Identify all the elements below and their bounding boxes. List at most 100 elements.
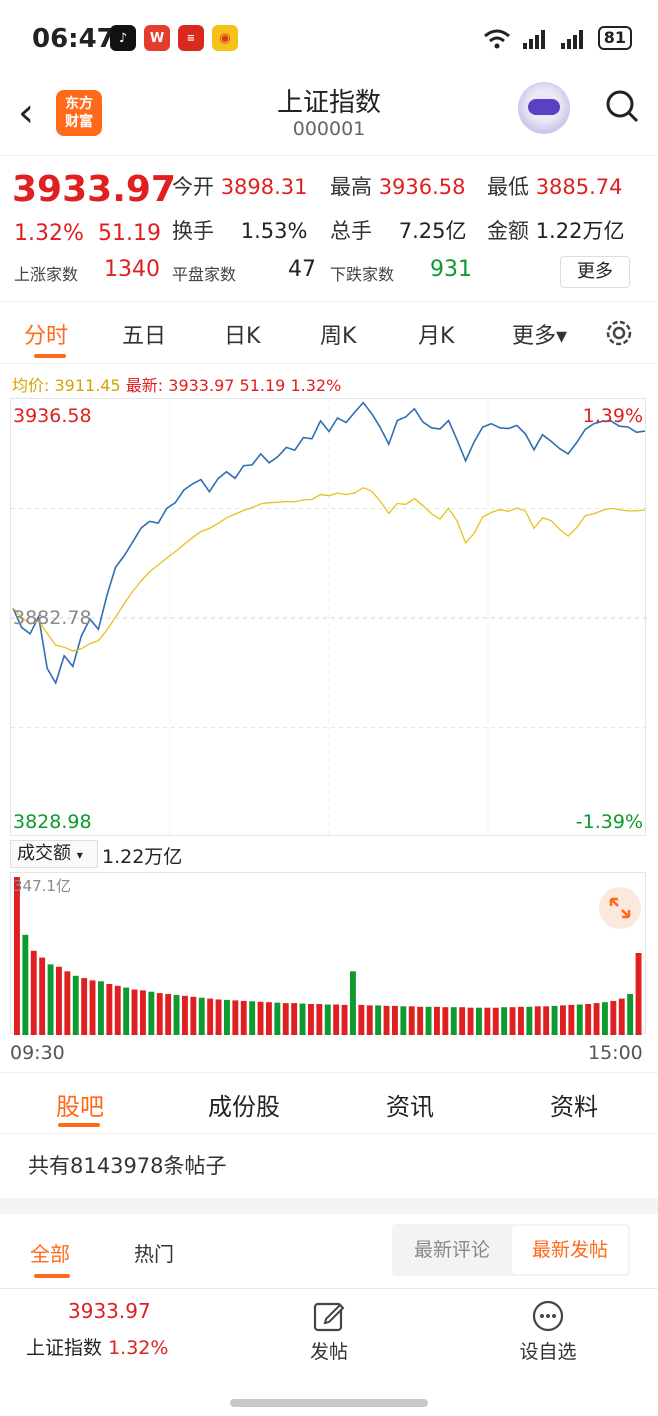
volume-bar [72,975,79,1035]
tab-daily-k[interactable]: 日K [224,324,261,349]
bottom-index-name: 上证指数 [26,1337,103,1359]
news-icon: ≡ [178,25,204,51]
filter-hot[interactable]: 热门 [134,1242,174,1266]
sort-toggle: 最新评论 最新发帖 [392,1224,630,1276]
bottom-index-pct: 1.32% [108,1337,169,1359]
low-label: 最低 [487,175,529,199]
volume-bar [140,990,146,1035]
tab-five-day[interactable]: 五日 [122,324,167,349]
content-tab-indicator [58,1123,100,1127]
volume-bar [39,957,46,1035]
turnover-label: 换手 [172,219,214,243]
flat-count-value: 47 [288,257,316,282]
gear-icon[interactable] [603,317,635,349]
volume-bar [618,998,625,1035]
volume-bar [627,994,634,1035]
wifi-icon [483,29,510,49]
volume-bar [459,1007,466,1035]
volume-bar [14,877,20,1035]
signal-icon [522,30,545,49]
down-count-value: 931 [430,257,472,282]
tab-profile[interactable]: 资料 [550,1093,598,1121]
volume-bar [375,1005,382,1035]
add-watchlist-button[interactable]: 设自选 [498,1299,598,1364]
axis-bottom-right: -1.39% [575,811,643,833]
volume-bar [182,995,188,1035]
volume-bar [316,1004,323,1035]
tab-intraday[interactable]: 分时 [24,324,69,349]
nav-header: ‹ 东方 财富 上证指数 000001 [0,78,658,156]
tab-more[interactable]: 更多▾ [512,324,568,349]
high-value: 3936.58 [378,175,466,199]
avg-value: 3911.45 [54,376,121,395]
search-icon[interactable] [604,88,640,124]
flat-count-label: 平盘家数 [172,265,237,284]
content-tabs: 股吧 成份股 资讯 资料 [0,1072,658,1134]
current-price: 3933.97 [12,169,176,210]
sort-latest-comment[interactable]: 最新评论 [413,1239,490,1261]
filter-all[interactable]: 全部 [30,1242,70,1266]
robot-assistant-icon[interactable] [518,82,570,134]
volume-bar [224,999,230,1035]
volume-bar [207,998,214,1035]
eastmoney-logo[interactable]: 东方 财富 [56,90,102,136]
volume-type-dropdown[interactable]: 成交额 ▾ [10,840,98,868]
tab-news[interactable]: 资讯 [386,1093,434,1121]
volume-bar [249,1001,256,1035]
turnover-field: 换手 1.53% [172,215,307,245]
volume-bar [585,1004,592,1035]
volume-chart[interactable]: 347.1亿 [10,872,646,1035]
latest-change: 51.19 [239,376,286,395]
volume-bar [114,985,121,1035]
open-field: 今开 3898.31 [172,171,308,201]
open-value: 3898.31 [220,175,308,199]
volume-bar [324,1004,331,1035]
axis-mid-left: 3882.78 [13,607,92,629]
page-title: 上证指数 [276,88,381,118]
quote-panel: 3933.97 1.32% 51.19 今开 3898.31 最高 3936.5… [0,157,658,302]
volume-bar [610,1000,617,1035]
volume-bar [383,1005,390,1035]
volume-bar [484,1007,491,1035]
home-indicator [230,1399,428,1407]
post-count: 共有8143978条帖子 [28,1154,227,1178]
volume-bar [425,1006,432,1035]
period-tabs: 分时 五日 日K 周K 月K 更多▾ [0,302,658,364]
expand-icon[interactable] [599,887,641,929]
up-count-label: 上涨家数 [14,265,79,284]
watchlist-button-label: 设自选 [519,1341,577,1363]
volume-bar [22,934,29,1035]
time-start: 09:30 [10,1042,65,1064]
volume-bar [408,1006,415,1035]
stock-code: 000001 [292,118,366,140]
tab-constituents[interactable]: 成份股 [208,1093,280,1121]
back-chevron-icon[interactable]: ‹ [18,90,34,136]
signal-icon-2 [560,30,583,49]
low-value: 3885.74 [535,175,623,199]
tab-weekly-k[interactable]: 周K [320,324,357,349]
chart-info-line: 均价: 3911.45 最新: 3933.97 51.19 1.32% [12,372,341,396]
intraday-chart[interactable]: 3936.58 1.39% 3882.78 3828.98 -1.39% [10,398,647,837]
tab-guba[interactable]: 股吧 [56,1093,104,1121]
volume-total: 1.22万亿 [102,846,183,868]
amount-field: 金额 1.22万亿 [487,215,624,245]
more-button[interactable]: 更多 [560,256,630,288]
open-label: 今开 [172,175,214,199]
volume-bar [156,993,163,1035]
edit-icon [313,1302,345,1332]
logo-text-top: 东方 [65,96,93,112]
status-time: 06:47 [32,24,115,54]
volume-bar [467,1007,474,1035]
sort-latest-post[interactable]: 最新发帖 [512,1226,628,1274]
volume-bar [173,994,180,1035]
volume-bar [106,984,113,1035]
volume-type-label: 成交额 [17,843,71,864]
logo-text-bottom: 财富 [65,114,93,130]
volume-bar [568,1004,575,1035]
volume-bar [98,981,104,1035]
amount-label: 金额 [487,219,529,243]
post-button[interactable]: 发帖 [279,1299,379,1364]
volume-bar [400,1006,407,1035]
battery-indicator: 81 [597,26,632,50]
tab-monthly-k[interactable]: 月K [418,324,455,349]
